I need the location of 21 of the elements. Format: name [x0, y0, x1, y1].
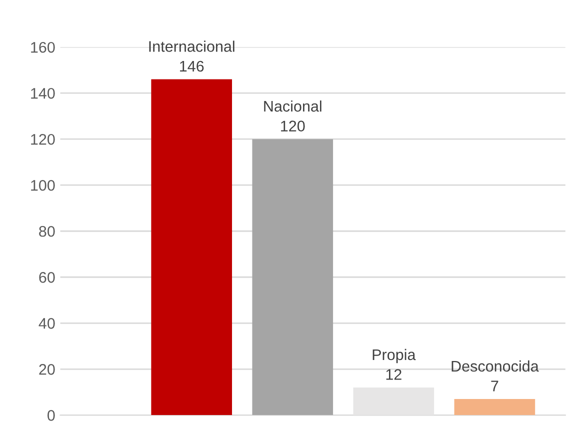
bar — [353, 388, 434, 416]
bar — [252, 139, 334, 416]
data-label: 146 — [180, 60, 204, 72]
y-tick-label: 40 — [38, 318, 55, 329]
x-tick-label: Internacional — [149, 40, 234, 52]
y-tick-label: 100 — [31, 180, 55, 191]
y-tick-label: 0 — [48, 410, 55, 421]
y-tick-label: 120 — [31, 134, 55, 145]
x-tick-label: Propia — [372, 348, 416, 364]
y-tick-label: 140 — [31, 88, 55, 99]
x-tick-label: Desconocida — [452, 360, 539, 372]
y-tick-label: 20 — [39, 364, 55, 375]
y-tick-label: 60 — [39, 272, 55, 283]
data-label: 7 — [491, 380, 498, 392]
bar — [454, 399, 536, 416]
y-tick-label: 160 — [31, 42, 55, 53]
data-label: 120 — [281, 120, 305, 132]
data-label: 12 — [386, 369, 402, 380]
bar — [151, 79, 232, 416]
y-tick-label: 80 — [39, 226, 55, 237]
x-tick-label: Nacional — [264, 100, 322, 112]
